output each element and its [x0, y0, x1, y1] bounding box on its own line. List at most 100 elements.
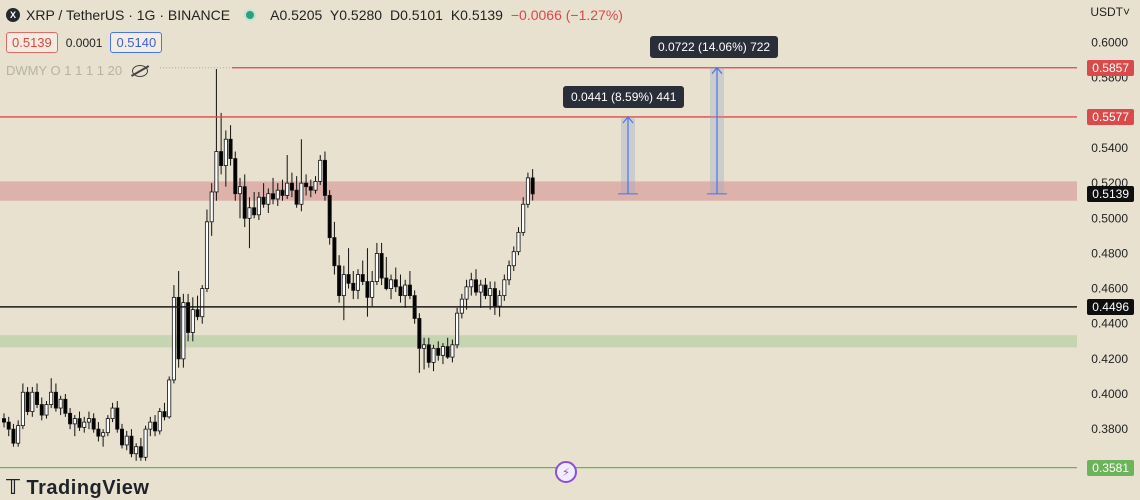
- candle-body: [322, 159, 327, 196]
- candle-body: [351, 282, 356, 291]
- candle-body: [497, 295, 502, 307]
- candle-body: [422, 344, 427, 349]
- candle-body: [473, 279, 478, 293]
- measure-tooltip: 0.0441 (8.59%) 441: [563, 86, 685, 108]
- price-tag: 0.5139: [1087, 185, 1134, 202]
- candle-body: [417, 318, 422, 349]
- candle-body: [252, 207, 257, 216]
- candle-body: [143, 428, 148, 458]
- candle-body: [445, 346, 450, 358]
- candle-body: [16, 425, 21, 444]
- candle-body: [167, 379, 172, 418]
- candle-body: [370, 281, 375, 298]
- candle-body: [360, 274, 365, 282]
- measure-tooltip: 0.0722 (14.06%) 722: [650, 36, 779, 58]
- candle-body: [134, 446, 139, 455]
- candle-body: [110, 407, 115, 419]
- y-tick-label: 0.5400: [1091, 141, 1128, 155]
- candle-body: [285, 182, 290, 196]
- tradingview-logo: 𝕋 TradingView: [6, 477, 150, 499]
- candle-body: [289, 182, 294, 191]
- candle-body: [148, 421, 153, 430]
- candle-body: [384, 277, 389, 289]
- candle-body: [261, 196, 266, 205]
- candle-body: [308, 186, 313, 191]
- candle-body: [105, 418, 110, 434]
- candle-body: [171, 296, 176, 381]
- candle-body: [516, 231, 521, 253]
- spread-value: 0.0001: [65, 35, 103, 50]
- candle-body: [389, 279, 394, 289]
- candle-body: [39, 404, 44, 416]
- candle-body: [436, 347, 441, 356]
- candle-body: [280, 189, 285, 196]
- order-panel: 0.5139 0.0001 0.5140: [6, 32, 163, 53]
- candle-body: [153, 421, 158, 432]
- candle-body: [44, 404, 49, 416]
- currency-selector[interactable]: USDT˅: [1090, 5, 1130, 19]
- candle-body: [219, 151, 224, 166]
- symbol-header[interactable]: X XRP / TetherUS · 1G · BINANCE A0.5205 …: [6, 5, 627, 25]
- candle-body: [49, 391, 54, 405]
- buy-button[interactable]: 0.5140: [110, 32, 163, 53]
- candle-body: [6, 421, 11, 430]
- candle-body: [294, 189, 299, 205]
- candle-body: [521, 203, 526, 233]
- candle-body: [525, 177, 530, 205]
- price-tag: 0.5857: [1087, 59, 1134, 76]
- candle-body: [403, 284, 408, 297]
- candle-body: [68, 412, 73, 425]
- candle-body: [247, 207, 252, 219]
- candle-body: [91, 418, 96, 430]
- y-tick-label: 0.5000: [1091, 211, 1128, 225]
- candle-body: [464, 286, 469, 300]
- candle-body: [393, 279, 398, 288]
- candle-body: [20, 391, 25, 427]
- y-tick-label: 0.4600: [1091, 282, 1128, 296]
- y-tick-label: 0.4000: [1091, 387, 1128, 401]
- sell-button[interactable]: 0.5139: [6, 32, 58, 53]
- candle-body: [186, 302, 191, 333]
- y-tick-label: 0.4800: [1091, 246, 1128, 260]
- price-tag: 0.3581: [1087, 459, 1134, 476]
- candle-body: [101, 432, 106, 437]
- candle-body: [488, 288, 493, 297]
- candle-body: [299, 182, 304, 205]
- candle-body: [120, 428, 125, 446]
- candle-body: [256, 196, 261, 216]
- y-tick-label: 0.4200: [1091, 352, 1128, 366]
- indicator-legend[interactable]: DWMY O 1 1 1 1 20: [6, 63, 149, 78]
- xrp-logo-icon: X: [6, 8, 20, 22]
- candle-body: [530, 177, 535, 195]
- symbol-title[interactable]: XRP / TetherUS · 1G · BINANCE: [26, 7, 231, 23]
- candle-body: [176, 296, 181, 360]
- candle-body: [228, 138, 233, 159]
- candle-body: [237, 186, 242, 195]
- candle-body: [355, 274, 360, 291]
- candle-body: [511, 251, 516, 267]
- lightning-icon[interactable]: ⚡: [555, 461, 577, 483]
- candle-body: [209, 191, 214, 223]
- candle-body: [407, 284, 412, 297]
- candle-body: [200, 288, 205, 318]
- candle-body: [223, 138, 228, 166]
- price-tag: 0.5577: [1087, 108, 1134, 125]
- candle-body: [346, 274, 351, 284]
- candle-body: [431, 347, 436, 363]
- candle-body: [2, 418, 7, 423]
- candle-body: [332, 237, 337, 267]
- candle-body: [492, 288, 497, 307]
- candle-body: [157, 411, 162, 432]
- candle-body: [337, 265, 342, 297]
- high-value: Y0.5280: [329, 7, 383, 23]
- eye-hidden-icon[interactable]: [132, 64, 149, 77]
- candle-body: [266, 193, 271, 205]
- candle-body: [195, 309, 200, 318]
- candle-body: [30, 391, 35, 412]
- candle-body: [138, 446, 143, 458]
- market-status-icon: [244, 9, 257, 21]
- candle-body: [507, 265, 512, 281]
- candle-body: [242, 186, 247, 219]
- candle-body: [77, 418, 82, 428]
